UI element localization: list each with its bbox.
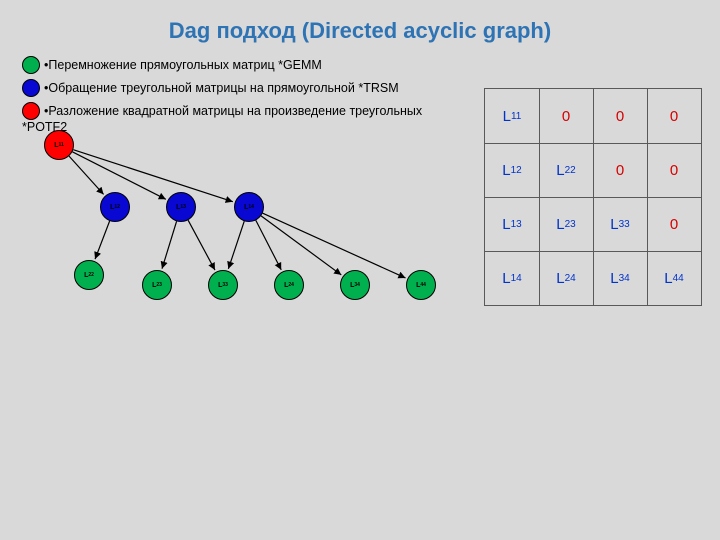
matrix-cell: L22: [539, 143, 593, 197]
matrix-cell: L33: [593, 197, 647, 251]
graph-node-L44: L44: [406, 270, 436, 300]
graph-node-L24: L24: [274, 270, 304, 300]
legend-dot: [22, 56, 40, 74]
graph-node-L12: L12: [100, 192, 130, 222]
graph-node-L22: L22: [74, 260, 104, 290]
matrix-cell: L44: [647, 251, 701, 305]
matrix-cell: 0: [539, 89, 593, 143]
graph-node-L13: L13: [166, 192, 196, 222]
legend-dot: [22, 102, 40, 120]
matrix-cell: L13: [485, 197, 539, 251]
legend-text: •Разложение квадратной матрицы на произв…: [44, 103, 422, 119]
matrix-cell: 0: [647, 143, 701, 197]
legend-row: •Перемножение прямоугольных матриц *GEMM: [22, 56, 422, 74]
graph-node-L11: L11: [44, 130, 74, 160]
matrix-cell: L24: [539, 251, 593, 305]
legend-text: •Обращение треугольной матрицы на прямоу…: [44, 80, 399, 96]
matrix-cell: L14: [485, 251, 539, 305]
graph-node-L14: L14: [234, 192, 264, 222]
matrix-cell: L23: [539, 197, 593, 251]
legend-text: •Перемножение прямоугольных матриц *GEMM: [44, 57, 322, 73]
legend-dot: [22, 79, 40, 97]
graph-edges: [22, 130, 482, 330]
matrix-cell: 0: [593, 143, 647, 197]
page-title: Dag подход (Directed acyclic graph): [0, 18, 720, 44]
matrix-cell: 0: [593, 89, 647, 143]
graph-node-L33: L33: [208, 270, 238, 300]
legend-row: •Обращение треугольной матрицы на прямоу…: [22, 79, 422, 97]
graph-node-L23: L23: [142, 270, 172, 300]
matrix-cell: L34: [593, 251, 647, 305]
matrix-table: L11000L12L2200L13L23L330L14L24L34L44: [484, 88, 702, 306]
legend: •Перемножение прямоугольных матриц *GEMM…: [22, 56, 422, 125]
graph-node-L34: L34: [340, 270, 370, 300]
matrix-cell: 0: [647, 89, 701, 143]
matrix-cell: L11: [485, 89, 539, 143]
matrix-cell: 0: [647, 197, 701, 251]
legend-row: •Разложение квадратной матрицы на произв…: [22, 102, 422, 120]
matrix-cell: L12: [485, 143, 539, 197]
dag-graph: L11 L12 L13 L14 L22 L23 L33 L24 L34 L44: [22, 130, 482, 330]
